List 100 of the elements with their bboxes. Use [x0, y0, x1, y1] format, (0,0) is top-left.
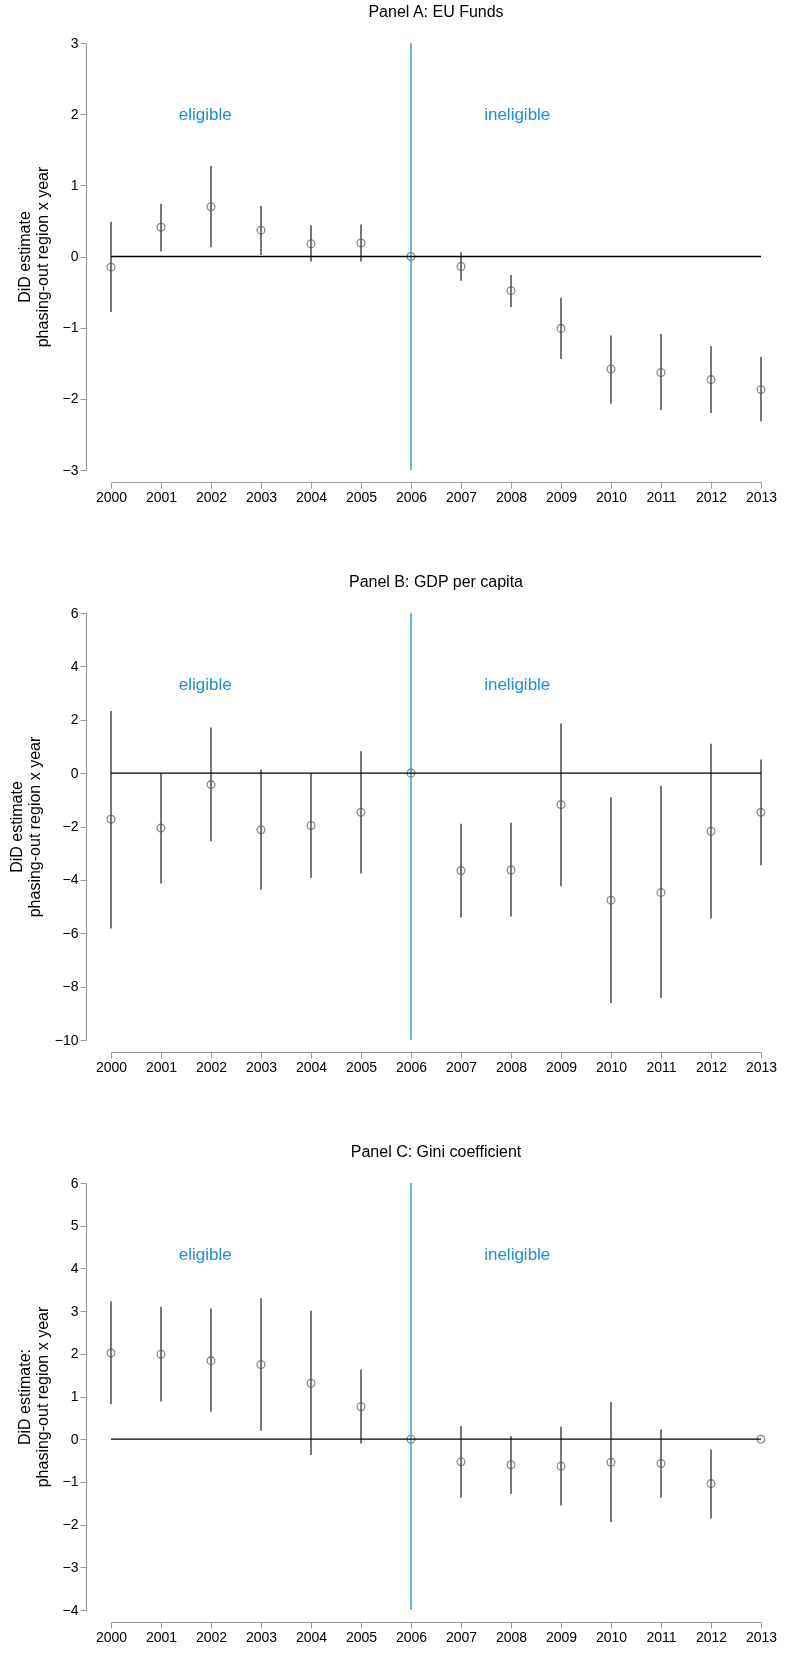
point: [556, 323, 566, 333]
point: [756, 1434, 766, 1444]
point: [706, 375, 716, 385]
y-tick-label: 5: [70, 1217, 79, 1234]
x-tick-label: 2008: [495, 1628, 528, 1645]
point: [756, 385, 766, 395]
point: [706, 826, 716, 836]
x-tick-label: 2010: [595, 488, 628, 505]
point: [756, 807, 766, 817]
point: [306, 820, 316, 830]
x-tick-label: 2004: [295, 1628, 328, 1645]
point: [656, 1459, 666, 1469]
y-tick-label: 6: [70, 604, 79, 621]
point: [406, 768, 416, 778]
y-tick-label: 1: [70, 1388, 79, 1404]
y-axis-title: DiD estimate phasing-out region x year: [7, 736, 43, 918]
point: [206, 202, 216, 212]
x-tick-label: 2001: [145, 1058, 178, 1075]
y-tick-label: −10: [54, 1031, 79, 1048]
x-tick-label: 2013: [745, 1058, 778, 1075]
y-tick-label: −2: [62, 818, 79, 834]
point: [206, 780, 216, 790]
point: [156, 222, 166, 232]
point: [456, 1457, 466, 1467]
x-tick-label: 2009: [545, 1058, 578, 1075]
x-tick-label: 2004: [295, 488, 328, 505]
y-tick-label: −2: [62, 1516, 79, 1533]
point: [406, 251, 416, 262]
x-tick-label: 2008: [495, 1058, 528, 1075]
point: [156, 823, 166, 833]
x-tick-label: 2006: [395, 1058, 428, 1075]
x-tick-label: 2007: [445, 1628, 478, 1645]
y-tick-label: 3: [70, 1302, 79, 1319]
chart-title: Panel C: Gini coefficient: [350, 1143, 522, 1160]
y-tick-label: 6: [70, 1174, 79, 1191]
y-tick-label: 2: [70, 711, 79, 728]
x-tick-label: 2013: [745, 1628, 778, 1645]
x-tick-label: 2012: [695, 1628, 728, 1645]
x-tick-label: 2010: [595, 1058, 628, 1075]
y-tick-label: 1: [70, 176, 79, 193]
annotation: eligible: [178, 1245, 232, 1264]
x-tick-label: 2000: [95, 1628, 128, 1645]
point: [606, 895, 616, 905]
x-tick-label: 2007: [445, 488, 478, 505]
x-tick-label: 2007: [445, 1058, 478, 1075]
x-tick-label: 2003: [245, 488, 278, 505]
point: [506, 865, 516, 875]
y-tick-label: 0: [70, 248, 79, 264]
x-tick-label: 2008: [495, 488, 528, 505]
x-tick-label: 2002: [195, 1628, 228, 1645]
x-tick-label: 2003: [245, 1628, 278, 1645]
point: [606, 1457, 616, 1467]
point: [306, 239, 316, 249]
x-tick-label: 2009: [545, 488, 578, 505]
point: [106, 814, 116, 824]
x-tick-label: 2004: [295, 1058, 328, 1075]
y-tick-label: −1: [62, 319, 79, 336]
point: [356, 1402, 366, 1412]
x-tick-label: 2011: [646, 488, 677, 505]
point: [256, 225, 266, 235]
point: [256, 825, 266, 835]
chart-title: Panel A: EU Funds: [368, 3, 504, 20]
x-tick-label: 2003: [245, 1058, 278, 1075]
x-tick-label: 2000: [95, 488, 128, 505]
point: [156, 1349, 166, 1359]
y-tick-label: 4: [70, 1259, 79, 1276]
point: [306, 1378, 316, 1388]
x-tick-label: 2000: [95, 1058, 128, 1075]
x-tick-label: 2012: [695, 488, 728, 505]
x-tick-label: 2009: [545, 1628, 578, 1645]
x-tick-label: 2005: [345, 1058, 378, 1075]
x-tick-label: 2006: [395, 488, 428, 505]
point: [456, 261, 466, 271]
y-tick-label: −6: [62, 924, 79, 941]
x-tick-label: 2005: [345, 488, 378, 505]
point: [406, 1434, 416, 1444]
point: [506, 1460, 516, 1470]
point: [706, 1479, 716, 1489]
y-tick-label: 3: [70, 34, 79, 51]
y-tick-label: −2: [62, 390, 79, 407]
point: [556, 1461, 566, 1471]
x-tick-label: 2011: [646, 1058, 677, 1075]
point: [606, 364, 616, 374]
y-axis-title: DiD estimate phasing-out region x year: [15, 166, 51, 348]
y-tick-label: −4: [62, 1601, 79, 1618]
y-tick-label: 2: [70, 1345, 79, 1362]
point: [356, 238, 366, 248]
point: [256, 1359, 266, 1369]
x-tick-label: 2001: [145, 1628, 178, 1645]
y-tick-label: −1: [62, 1473, 79, 1490]
y-axis-title: DiD estimate: phasing-out region x year: [15, 1306, 51, 1488]
x-tick-label: 2010: [595, 1628, 628, 1645]
x-tick-label: 2012: [695, 1058, 728, 1075]
chart-title: Panel B: GDP per capita: [348, 573, 524, 590]
y-tick-label: −3: [62, 461, 79, 478]
x-tick-label: 2013: [745, 488, 778, 505]
point: [556, 800, 566, 810]
point: [656, 367, 666, 378]
x-tick-label: 2005: [345, 1628, 378, 1645]
annotation: ineligible: [484, 675, 551, 694]
